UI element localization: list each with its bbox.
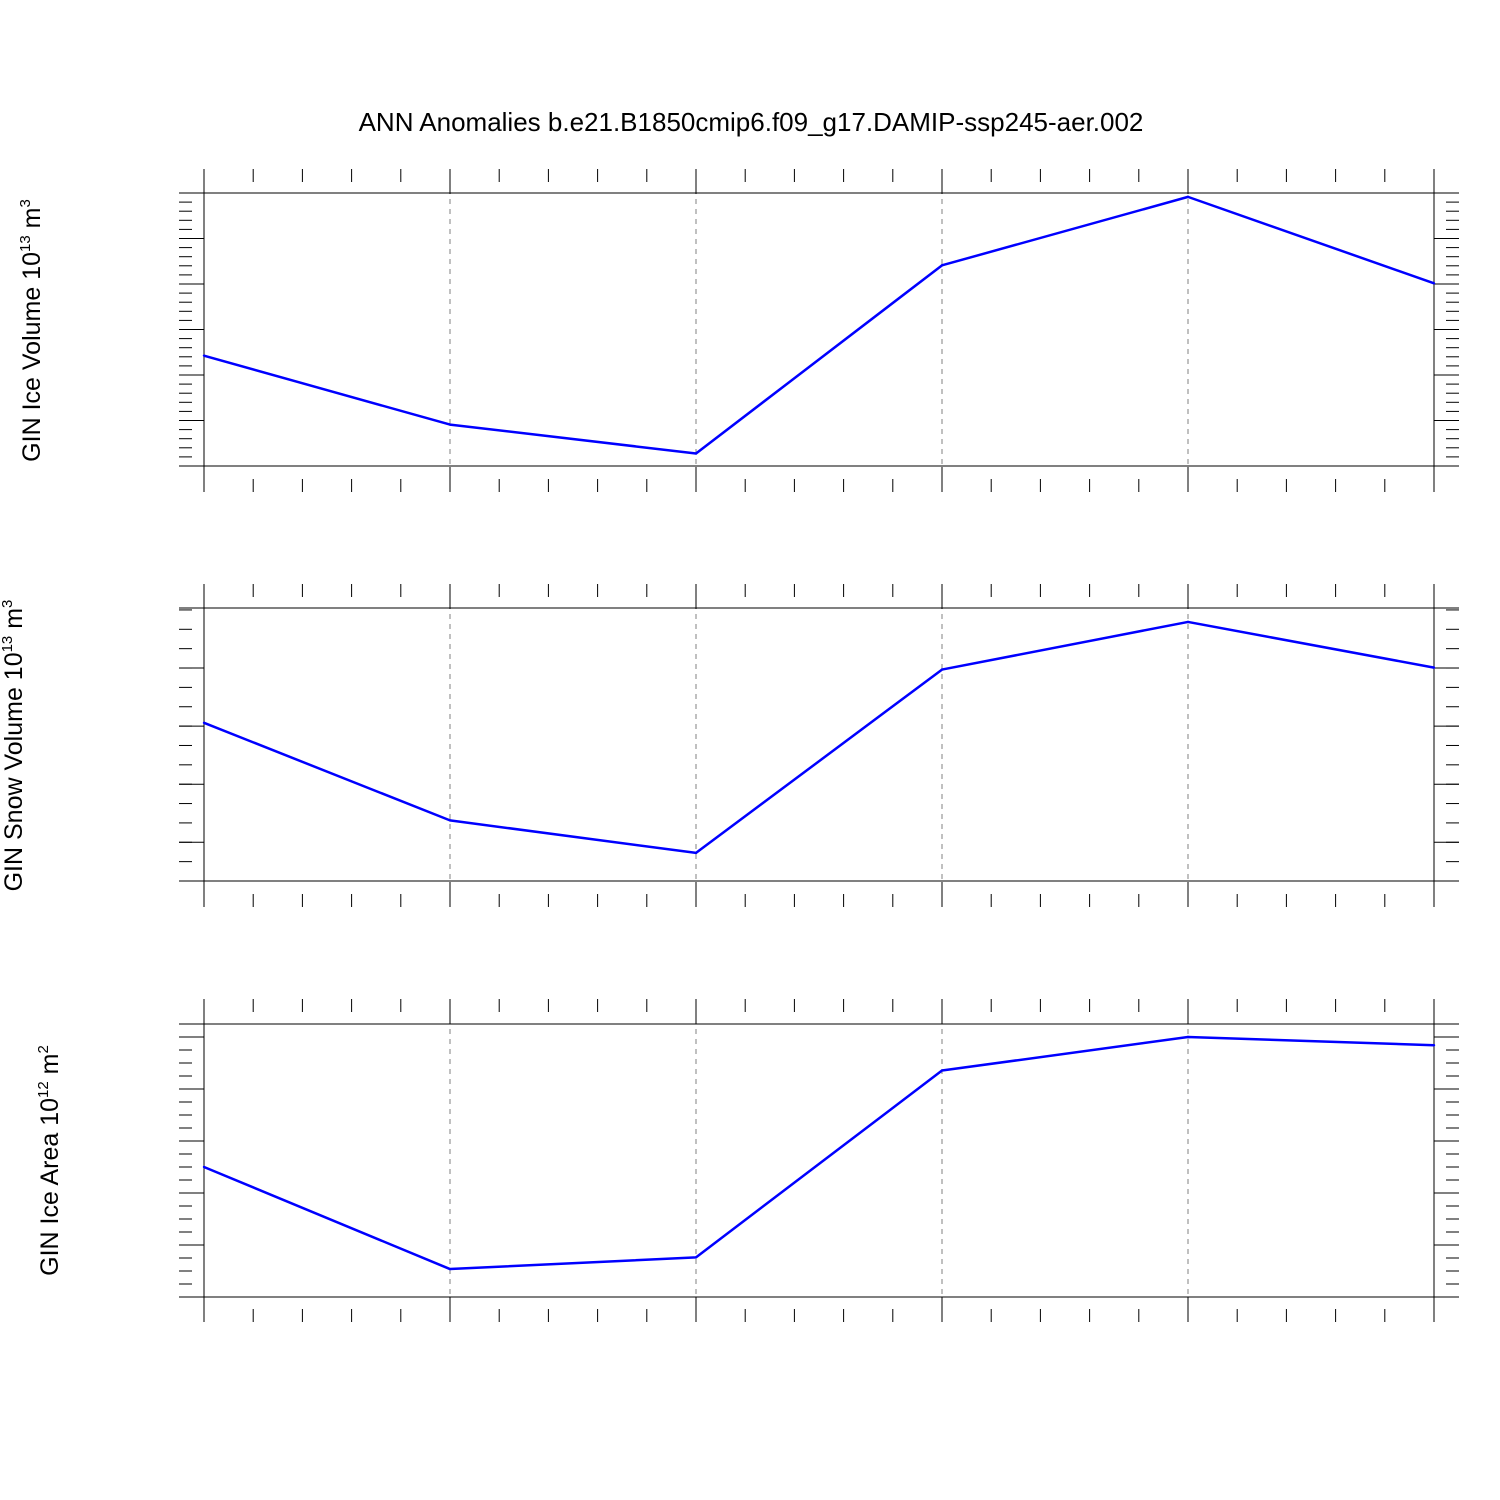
series-line	[203, 1035, 1435, 1271]
y-axis-title: GIN Snow Volume 1013 m3	[0, 600, 28, 892]
y-axis-title-text: GIN Ice Volume 10	[18, 252, 46, 462]
data-point	[448, 1267, 452, 1271]
y-axis-title-power: 13	[17, 235, 34, 252]
data-point	[1186, 1035, 1190, 1039]
series-line	[203, 195, 1435, 455]
data-point	[448, 819, 452, 822]
data-point	[694, 1256, 698, 1259]
chart-panel-1: GIN Ice Volume 1013 m3	[17, 169, 1459, 492]
y-axis-title-power: 12	[35, 1081, 52, 1098]
chart-panel-2: GIN Snow Volume 1013 m3	[0, 584, 1459, 907]
data-point	[1432, 1043, 1436, 1047]
y-axis-title: GIN Ice Area 1012 m2	[35, 1045, 64, 1276]
y-axis-title-unit: m	[36, 1054, 64, 1082]
data-point	[1432, 666, 1436, 669]
data-point	[1186, 620, 1190, 624]
data-point	[940, 1069, 944, 1072]
data-point	[202, 354, 206, 357]
chart-panel-3: GIN Ice Area 1012 m2	[35, 999, 1459, 1322]
y-axis-title-text: GIN Snow Volume 10	[0, 652, 28, 891]
data-point	[448, 423, 452, 426]
data-point	[694, 851, 698, 855]
y-axis-title-unit: m	[18, 208, 46, 236]
y-axis-title: GIN Ice Volume 1013 m3	[17, 199, 46, 462]
y-axis-title-unit: m	[0, 608, 28, 636]
data-point	[1186, 195, 1190, 199]
data-point	[1432, 282, 1436, 285]
data-point	[694, 452, 698, 455]
data-point	[940, 264, 944, 267]
y-axis-title-text: GIN Ice Area 10	[36, 1098, 64, 1276]
figure-title: ANN Anomalies b.e21.B1850cmip6.f09_g17.D…	[359, 107, 1144, 137]
series-line	[203, 620, 1435, 855]
data-point	[202, 1165, 206, 1169]
data-point	[940, 668, 944, 671]
y-axis-title-power: 13	[0, 636, 16, 653]
y-axis-title-unit-power: 3	[0, 600, 16, 608]
y-axis-title-unit-power: 2	[35, 1045, 52, 1053]
data-point	[202, 721, 206, 725]
y-axis-title-unit-power: 3	[17, 199, 34, 207]
